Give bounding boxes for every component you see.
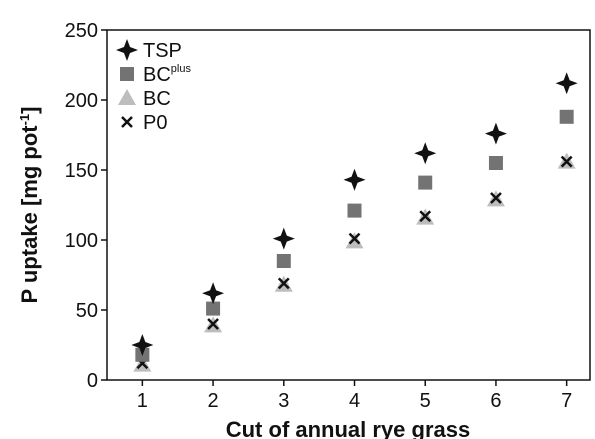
y-tick-label: 250 (65, 20, 98, 42)
square-marker (488, 156, 503, 170)
cross-marker (207, 318, 219, 330)
star-marker (414, 142, 437, 165)
legend-label: TSP (143, 40, 182, 62)
y-axis-label: P uptake [mg pot-1] (17, 107, 42, 304)
x-tick-label: 7 (561, 390, 572, 412)
legend-name: BC (143, 88, 171, 110)
plot-frame (106, 29, 591, 381)
square-marker (418, 175, 433, 190)
triangle-marker (345, 232, 364, 249)
cross-marker (560, 155, 573, 168)
square-marker (559, 109, 574, 124)
y-tick-label: 0 (87, 370, 98, 392)
square-marker (206, 301, 221, 316)
x-tick-label: 6 (490, 390, 501, 412)
cross-marker (277, 277, 290, 290)
x-tick-label: 1 (137, 390, 148, 412)
legend-sup: plus (171, 63, 192, 75)
cross-marker (419, 210, 432, 223)
cross-marker (121, 116, 133, 128)
star-marker (202, 282, 225, 305)
legend-label: BC (143, 88, 171, 110)
square-marker (276, 254, 291, 268)
triangle-marker (118, 89, 136, 105)
legend-label: P0 (143, 112, 167, 134)
legend-label: BCplus (143, 63, 191, 86)
square-marker (120, 67, 134, 81)
x-axis-label: Cut of annual rye grass (226, 417, 471, 439)
square-marker (347, 203, 362, 218)
star-marker (343, 168, 366, 191)
y-tick-label: 150 (65, 160, 98, 182)
x-tick-label: 3 (278, 390, 289, 412)
x-tick-label: 5 (420, 390, 431, 412)
star-marker (555, 72, 578, 95)
legend-name: TSP (143, 40, 182, 62)
star-marker (272, 227, 295, 250)
cross-marker (348, 232, 361, 245)
y-tick-label: 100 (65, 230, 98, 252)
y-tick-label: 50 (76, 300, 98, 322)
x-tick-label: 2 (208, 390, 219, 412)
star-marker (131, 334, 154, 356)
star-marker (484, 122, 507, 145)
y-tick-label: 200 (65, 90, 98, 112)
legend-name: BC (143, 64, 171, 86)
legend-name: P0 (143, 112, 167, 134)
cross-marker (490, 192, 502, 204)
y-label-text: P uptake [mg pot (17, 125, 42, 304)
x-tick-label: 4 (349, 390, 360, 412)
y-label-end: ] (17, 107, 42, 114)
star-marker (116, 39, 138, 61)
y-label-sup: -1 (17, 114, 32, 126)
